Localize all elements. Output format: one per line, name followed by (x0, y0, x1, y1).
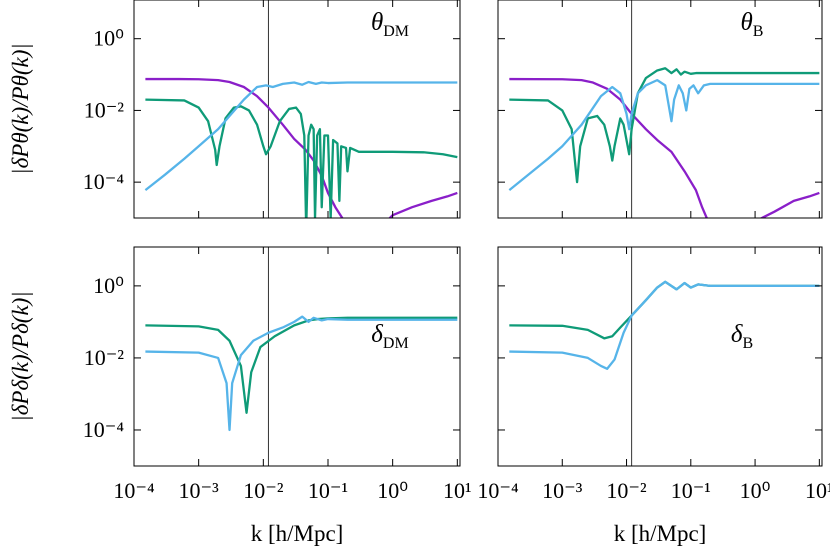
x-tick-label: 10⁻⁴ (113, 478, 155, 503)
y-tick-label: 10⁻⁴ (83, 169, 125, 194)
y-axis-label: |δPθ(k)/Pθ(k)| (8, 43, 33, 174)
panel-label-sub: DM (383, 23, 409, 40)
plot-area (509, 247, 820, 466)
y-tick-label: 10⁻⁴ (83, 417, 125, 442)
plot-area (145, 247, 458, 466)
axes-frame (497, 246, 823, 467)
panel-label: δDM (371, 321, 408, 352)
panel-label-symbol: θ (371, 9, 383, 36)
x-tick-label: 10⁻³ (179, 478, 220, 503)
x-tick-label: 10⁻³ (542, 478, 583, 503)
panel-label-symbol: θ (741, 9, 753, 36)
axes-frame (497, 0, 823, 219)
x-tick-label: 10⁻² (606, 478, 647, 503)
x-tick-label: 10¹ (805, 478, 830, 503)
panel-label-sub: B (742, 335, 753, 352)
axes-frame (133, 246, 461, 467)
data-line (145, 77, 458, 218)
data-line (508, 78, 820, 191)
panel-label-symbol: δ (731, 321, 743, 348)
plot-area (508, 0, 820, 218)
data-line (509, 67, 820, 184)
data-line (509, 77, 820, 218)
y-tick-label: 10⁰ (93, 26, 124, 51)
y-tick-label: 10⁻² (84, 345, 125, 370)
panel-label-sub: DM (383, 335, 409, 352)
y-axis-label: |δPδ(k)/Pδ(k)| (8, 291, 33, 421)
x-tick-label: 10⁻² (243, 478, 284, 503)
x-tick-label: 10⁻¹ (671, 478, 711, 503)
panel-label: θDM (371, 9, 409, 40)
x-tick-label: 10⁰ (740, 478, 771, 503)
x-tick-label: 10⁻¹ (308, 478, 348, 503)
data-line (145, 315, 458, 432)
data-line (509, 280, 820, 340)
x-axis-label: k [h/Mpc] (614, 521, 707, 546)
panel-label: θB (741, 9, 764, 40)
data-line (144, 80, 458, 192)
y-tick-label: 10⁰ (93, 273, 124, 298)
panel-label-sub: B (753, 23, 764, 40)
panel-label: δB (731, 321, 753, 352)
data-line (145, 98, 458, 218)
panel-label-symbol: δ (371, 321, 383, 348)
axes-frame (133, 0, 461, 219)
x-tick-label: 10⁰ (377, 478, 408, 503)
x-tick-label: 10¹ (443, 478, 472, 503)
data-line (509, 280, 820, 370)
x-tick-label: 10⁻⁴ (477, 478, 519, 503)
data-line (145, 316, 458, 414)
y-tick-label: 10⁻² (84, 97, 125, 122)
plot-area (144, 0, 458, 218)
x-axis-label: k [h/Mpc] (251, 521, 344, 546)
